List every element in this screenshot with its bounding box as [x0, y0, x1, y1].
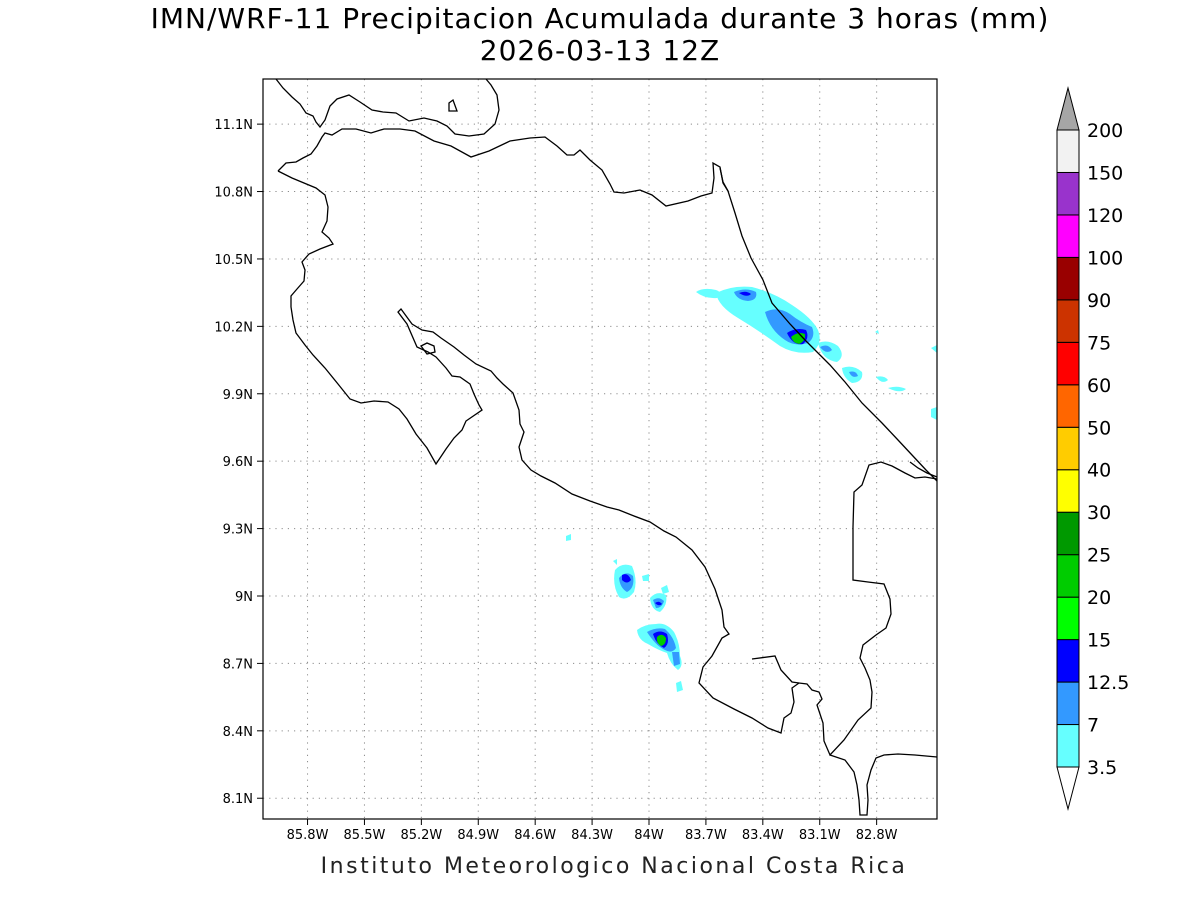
colorbar-label: 50	[1087, 417, 1111, 439]
panama-border	[909, 461, 938, 478]
colorbar-swatch	[1056, 256, 1080, 301]
map-background	[263, 79, 937, 819]
colorbar-label: 12.5	[1087, 672, 1129, 694]
lon-tick-label: 83.7W	[685, 828, 727, 843]
colorbar-swatch	[1056, 639, 1080, 683]
colorbar-label: 200	[1087, 120, 1123, 142]
lat-tick-label: 9N	[235, 590, 253, 605]
colorbar-swatch	[1056, 511, 1080, 556]
colorbar-bottom-arrow	[1056, 766, 1080, 811]
precip-patch-moderate	[672, 652, 680, 666]
lon-tick-label: 84.6W	[514, 828, 556, 843]
colorbar-swatch	[1056, 299, 1080, 343]
lat-tick-label: 8.7N	[223, 657, 253, 672]
lat-tick-label: 10.2N	[214, 320, 253, 335]
colorbar-swatch	[1056, 469, 1080, 513]
lon-tick-label: 84W	[634, 828, 664, 843]
lat-tick-label: 9.9N	[223, 388, 253, 403]
colorbar-label: 25	[1087, 545, 1111, 567]
lon-tick-label: 84.3W	[571, 828, 613, 843]
lat-tick-label: 10.5N	[214, 253, 253, 268]
lat-tick-label: 10.8N	[214, 186, 253, 201]
colorbar-swatch	[1056, 554, 1080, 598]
lat-tick-label: 11.1N	[214, 118, 253, 133]
colorbar-label: 30	[1087, 502, 1111, 524]
colorbar-swatch	[1056, 384, 1080, 428]
colorbar-swatch	[1056, 341, 1080, 386]
precip-patch-moderate	[820, 345, 832, 352]
nicoya-island	[420, 342, 436, 355]
lake-island	[448, 98, 458, 112]
precip-patch-light	[888, 386, 906, 392]
lon-tick-label: 85.8W	[287, 828, 329, 843]
precipitation-colorbar: 3.5 7 12.5 15 20 25 30 40 50 60 75 90 100 120 150 200	[1056, 86, 1129, 811]
precip-patch-heavy	[655, 601, 662, 606]
colorbar-label: 7	[1087, 715, 1099, 737]
map-grid	[263, 79, 937, 819]
precip-area-south	[566, 534, 683, 692]
colorbar-label: 20	[1087, 587, 1111, 609]
nicaragua-lake-shore	[275, 78, 500, 137]
precip-patch-heavy	[622, 574, 631, 583]
map-valid-time: 2026-03-13 12Z	[479, 34, 721, 67]
osa-inner-coast	[751, 655, 800, 684]
precip-patch-light	[876, 376, 888, 382]
panama-coast	[829, 753, 938, 816]
colorbar-label: 40	[1087, 460, 1111, 482]
coastlines-and-borders	[275, 78, 938, 816]
colorbar-swatch	[1056, 681, 1080, 726]
lon-tick-label: 82.8W	[856, 828, 898, 843]
footer-credit: Instituto Meteorologico Nacional Costa R…	[320, 854, 908, 879]
caribbean-coast	[719, 167, 938, 482]
colorbar-label: 90	[1087, 290, 1111, 312]
lat-tick-label: 8.1N	[223, 792, 253, 807]
precip-patch-light	[642, 574, 649, 581]
colorbar-swatch	[1056, 724, 1080, 768]
precip-patch-light	[676, 681, 683, 692]
precipitation-areas	[566, 286, 937, 692]
colorbar-label: 15	[1087, 630, 1111, 652]
colorbar-swatch	[1056, 596, 1080, 641]
pacific-coast-north	[277, 170, 938, 757]
lon-tick-label: 84.9W	[457, 828, 499, 843]
precip-patch-light	[661, 585, 669, 594]
map-axes: 85.8W 85.5W 85.2W 84.9W 84.6W 84.3W 84W 83.7W 83…	[214, 118, 897, 843]
colorbar-label: 60	[1087, 375, 1111, 397]
colorbar-swatch	[1056, 171, 1080, 216]
colorbar-swatch	[1056, 426, 1080, 471]
precip-patch-light	[931, 407, 937, 420]
colorbar-swatch	[1056, 129, 1080, 173]
colorbar-label: 150	[1087, 162, 1123, 184]
lat-tick-label: 9.6N	[223, 455, 253, 470]
lon-tick-label: 83.1W	[799, 828, 841, 843]
lon-tick-label: 83.4W	[742, 828, 784, 843]
colorbar-label: 75	[1087, 332, 1111, 354]
colorbar-top-arrow	[1056, 86, 1080, 131]
colorbar-label: 3.5	[1087, 757, 1117, 779]
lon-tick-label: 85.2W	[400, 828, 442, 843]
precip-patch-light	[875, 330, 879, 334]
nicaragua-border	[277, 128, 729, 207]
colorbar-swatch	[1056, 214, 1080, 258]
precip-patch-light	[566, 534, 571, 541]
colorbar-label: 120	[1087, 205, 1123, 227]
colorbar-label: 100	[1087, 247, 1123, 269]
map-frame	[262, 78, 938, 820]
lat-tick-label: 8.4N	[223, 725, 253, 740]
lon-tick-label: 85.5W	[344, 828, 386, 843]
precip-area-caribbean	[696, 286, 937, 420]
lat-tick-label: 9.3N	[223, 523, 253, 538]
map-title: IMN/WRF-11 Precipitacion Acumulada duran…	[150, 2, 1050, 35]
precip-patch-vheavy	[656, 634, 666, 646]
precip-patch-light	[613, 559, 617, 565]
precip-patch-heavy	[739, 291, 751, 296]
precip-patch-moderate	[849, 371, 858, 377]
precip-patch-light	[696, 288, 721, 299]
precip-patch-light	[931, 345, 937, 353]
